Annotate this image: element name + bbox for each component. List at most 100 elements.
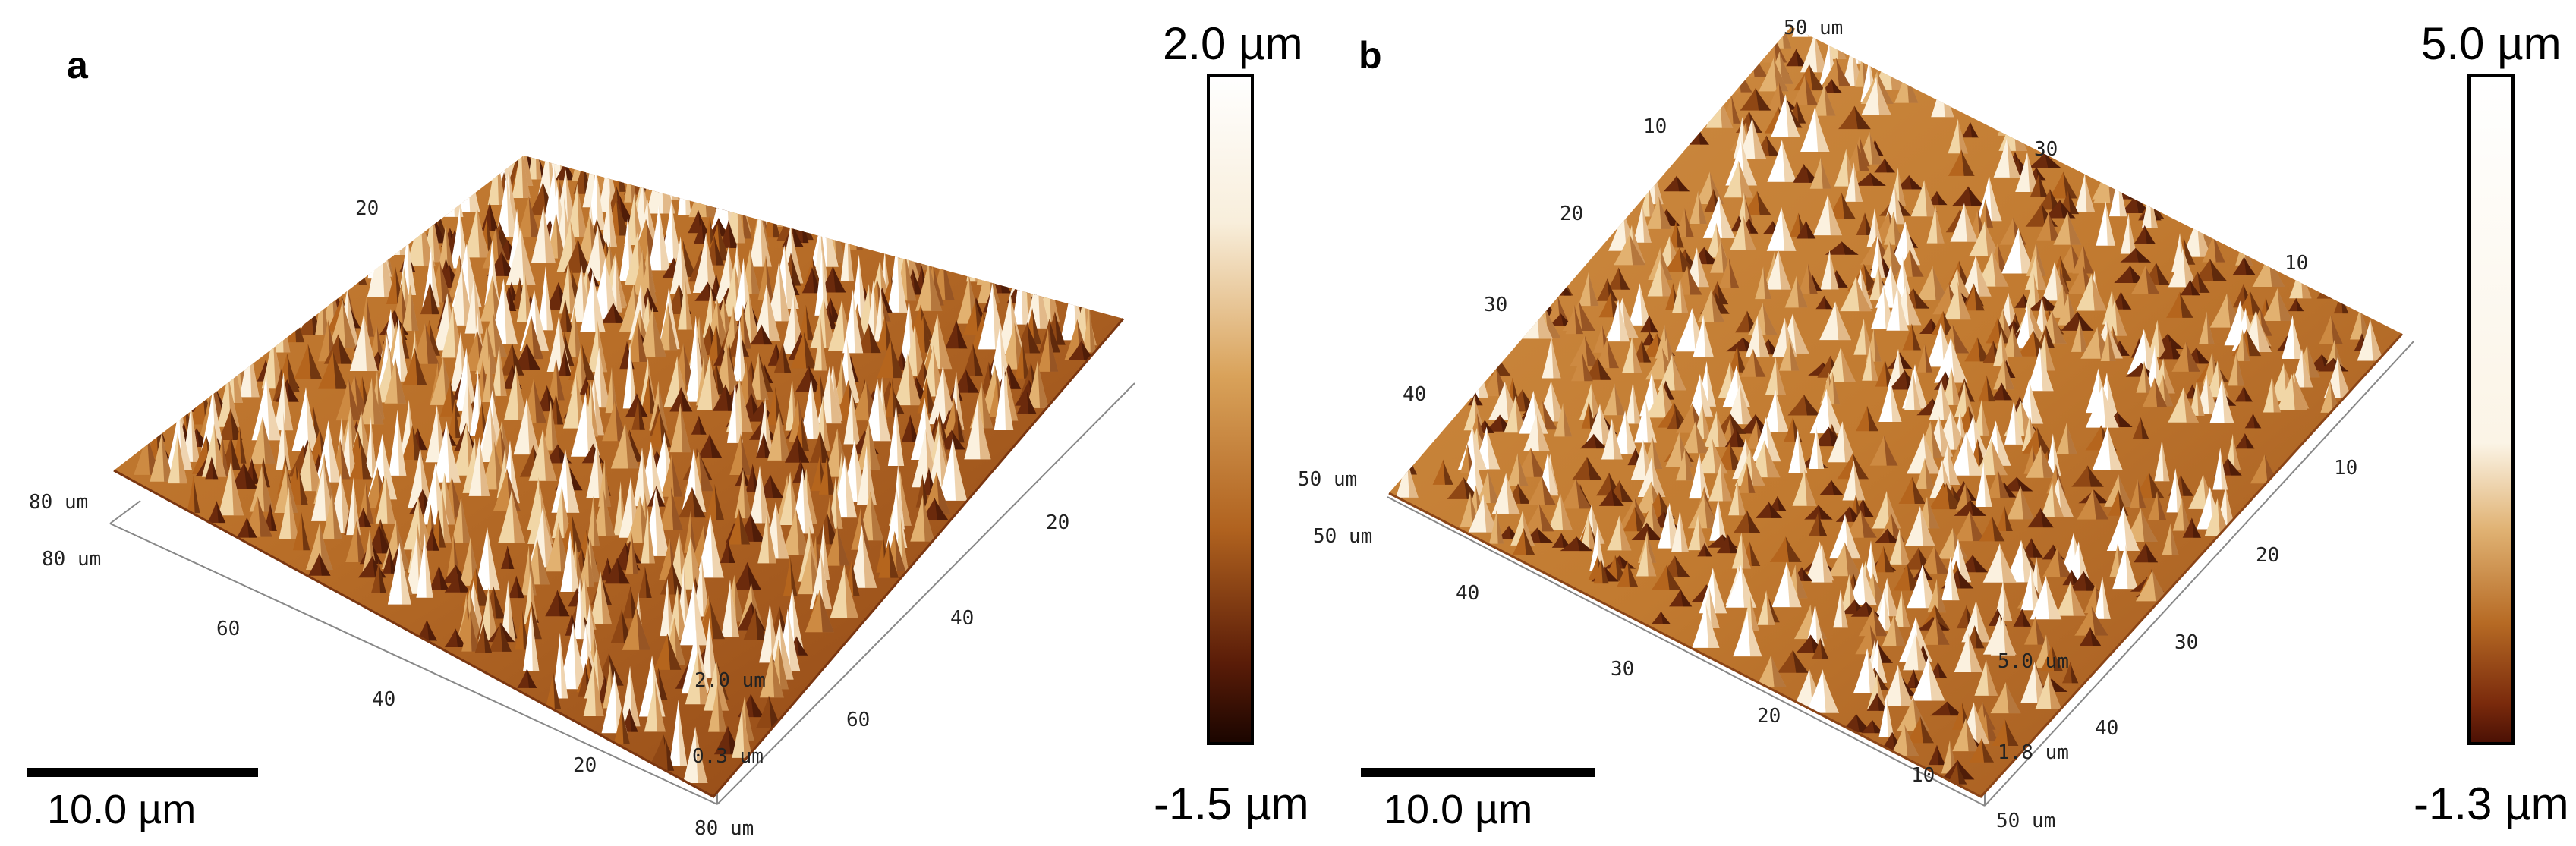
surface-peak-shadow bbox=[2118, 489, 2129, 516]
surface-peak-shadow bbox=[716, 297, 730, 348]
surface-peak-shadow bbox=[1038, 360, 1050, 408]
surface-peak-shadow bbox=[1021, 259, 1030, 325]
surface-peak-shadow bbox=[666, 738, 675, 771]
surface-peak-shadow bbox=[444, 472, 456, 525]
surface-peak-shadow bbox=[1542, 401, 1558, 430]
surface-peak-shadow bbox=[1406, 458, 1419, 498]
surface-peak-shadow bbox=[146, 398, 155, 448]
surface-peak-shadow bbox=[499, 622, 512, 652]
surface-peak-shadow bbox=[2058, 476, 2074, 517]
surface-peak-shadow bbox=[992, 283, 1007, 350]
surface-peak-shadow bbox=[361, 410, 374, 464]
surface-peak-shadow bbox=[501, 251, 516, 276]
surface-peak-shadow bbox=[534, 378, 547, 423]
surface-peak-shadow bbox=[784, 245, 799, 310]
surface-peak-shadow bbox=[1986, 659, 1998, 696]
surface-peak-shadow bbox=[739, 378, 753, 432]
surface-peak-shadow bbox=[956, 319, 968, 349]
surface-peak-shadow bbox=[2018, 228, 2036, 274]
surface-peak-shadow bbox=[1588, 513, 1596, 549]
surface-peak-shadow bbox=[249, 339, 260, 398]
surface-peak-shadow bbox=[593, 495, 600, 546]
surface-peak-shadow bbox=[1009, 363, 1022, 389]
surface-peak-shadow bbox=[866, 380, 881, 421]
surface-peak-shadow bbox=[1977, 209, 1987, 237]
surface-peak-shadow bbox=[1856, 27, 1866, 64]
surface-peak-shadow bbox=[590, 536, 601, 583]
panel-b-back-left-tick: 20 bbox=[1560, 203, 1583, 225]
surface-peak-shadow bbox=[1593, 433, 1608, 449]
surface-peak-shadow bbox=[287, 353, 300, 392]
surface-peak-shadow bbox=[1885, 158, 1895, 173]
surface-peak-shadow bbox=[1884, 588, 1892, 631]
surface-peak-shadow bbox=[521, 156, 531, 198]
surface-peak bbox=[387, 196, 409, 256]
surface-peak-shadow bbox=[1692, 308, 1709, 352]
surface-peak-shadow bbox=[2144, 360, 2152, 393]
surface-peak-shadow bbox=[1786, 561, 1802, 608]
surface-peak-shadow bbox=[2330, 380, 2341, 413]
surface-peak-shadow bbox=[1941, 322, 1956, 367]
surface-peak-shadow bbox=[647, 253, 657, 303]
surface-peak-shadow bbox=[2102, 575, 2111, 619]
surface-peak-shadow bbox=[216, 501, 226, 524]
surface-peak-shadow bbox=[1014, 322, 1029, 370]
surface-peak-shadow bbox=[1671, 354, 1686, 391]
surface-peak-shadow bbox=[1778, 81, 1790, 111]
surface-peak-shadow bbox=[638, 398, 645, 430]
surface-peak-shadow bbox=[1951, 409, 1968, 450]
surface-peak-shadow bbox=[2154, 377, 2168, 407]
surface-peak-shadow bbox=[2033, 273, 2043, 310]
surface-peak-shadow bbox=[1972, 555, 1989, 573]
surface-peak-shadow bbox=[868, 323, 881, 354]
surface-peak-shadow bbox=[2067, 212, 2082, 245]
surface-peak-shadow bbox=[1828, 426, 1845, 447]
surface-peak-shadow bbox=[2052, 433, 2061, 476]
surface-peak-shadow bbox=[496, 156, 506, 205]
surface-peak-shadow bbox=[667, 302, 678, 351]
surface-peak-shadow bbox=[1887, 577, 1899, 617]
surface-peak-shadow bbox=[366, 295, 375, 337]
surface-peak-shadow bbox=[214, 423, 227, 477]
surface-peak-shadow bbox=[1999, 543, 2017, 583]
surface-peak-shadow bbox=[1822, 543, 1833, 583]
surface-peak-shadow bbox=[2022, 608, 2031, 627]
surface-peak-shadow bbox=[1966, 605, 1976, 629]
surface-peak-shadow bbox=[162, 432, 174, 482]
surface-peak-shadow bbox=[1504, 381, 1522, 420]
surface-peak-shadow bbox=[2190, 279, 2200, 296]
surface-peak-shadow bbox=[350, 407, 363, 455]
surface-peak-shadow bbox=[1779, 51, 1794, 84]
panel-a-surface-edge bbox=[113, 318, 1125, 798]
surface-peak bbox=[646, 156, 662, 193]
surface-peak-shadow bbox=[2042, 296, 2051, 338]
surface-peak-shadow bbox=[2045, 153, 2061, 168]
surface-peak-shadow bbox=[309, 440, 323, 492]
surface-peak-shadow bbox=[2087, 465, 2104, 487]
surface-peak-shadow bbox=[775, 386, 784, 426]
surface-peak-shadow bbox=[1973, 702, 1990, 744]
surface-peak-shadow bbox=[1841, 347, 1856, 382]
surface-peak-shadow bbox=[1697, 127, 1709, 145]
surface-peak-shadow bbox=[424, 533, 433, 598]
surface-peak-shadow bbox=[1826, 388, 1844, 434]
surface-peak-shadow bbox=[877, 379, 891, 442]
surface-peak-shadow bbox=[597, 441, 608, 498]
surface-peak-shadow bbox=[1757, 316, 1770, 357]
surface-peak-shadow bbox=[1844, 542, 1862, 577]
surface-peak-shadow bbox=[559, 315, 572, 373]
surface-peak-shadow bbox=[340, 473, 355, 533]
surface-peak-shadow bbox=[1632, 336, 1642, 373]
surface-peak-shadow bbox=[348, 378, 361, 421]
surface-peak-shadow bbox=[841, 357, 849, 405]
surface-peak-shadow bbox=[1853, 452, 1869, 480]
surface-peak-shadow bbox=[896, 403, 905, 467]
surface-peak-shadow bbox=[430, 281, 439, 315]
surface-peak-shadow bbox=[617, 558, 630, 584]
surface-peak-shadow bbox=[2272, 376, 2282, 413]
surface-peak-shadow bbox=[399, 542, 411, 605]
surface-peak-shadow bbox=[734, 574, 745, 622]
surface-peak-shadow bbox=[2149, 472, 2165, 498]
surface-peak-shadow bbox=[1687, 266, 1702, 295]
